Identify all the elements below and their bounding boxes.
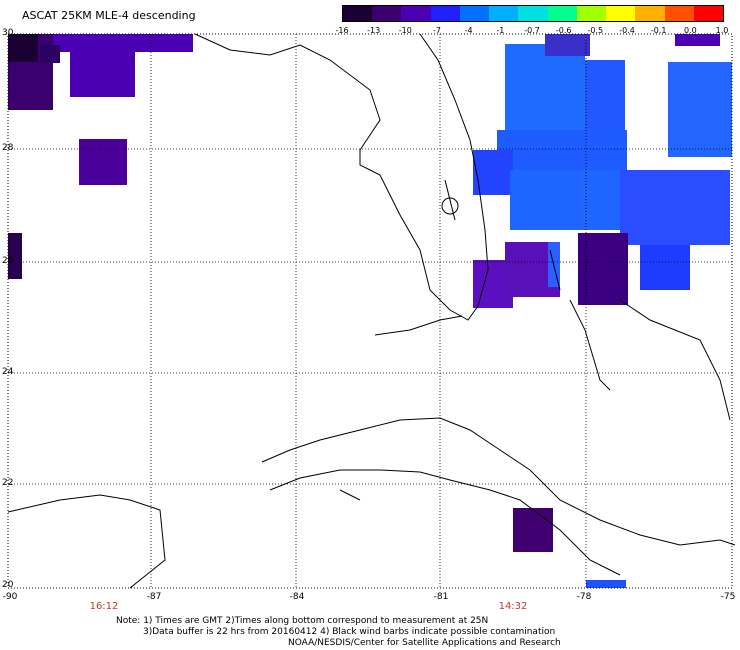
colorbar-swatch	[430, 6, 460, 21]
colorbar-swatch	[606, 6, 636, 21]
colorbar-label: -0.5	[587, 26, 604, 35]
lon-label-90: -90	[2, 592, 18, 602]
note-line-2: 3)Data buffer is 22 hrs from 20160412 4)…	[143, 627, 556, 637]
colorbar-label: 1.0	[715, 26, 729, 35]
colorbar-label: -0.4	[619, 26, 635, 35]
colorbar-swatch	[372, 6, 402, 21]
colorbar-labels: -16 -13 -10 -7 -4 -1 -0.7 -0.6 -0.5 -0.4 -0.1 0.0 1.…	[335, 26, 728, 38]
colorbar-swatch	[489, 6, 519, 21]
lon-label-87: -87	[146, 592, 162, 602]
lat-label-20: 20	[2, 580, 14, 590]
lon-label-78: -78	[576, 592, 592, 602]
notes-block: Note: 1) Times are GMT 2)Times along bot…	[116, 616, 561, 649]
colorbar-label: -16	[335, 26, 349, 35]
colorbar-swatch	[401, 6, 431, 21]
colorbar-label: -4	[464, 26, 473, 35]
map-title: ASCAT 25KM MLE-4 descending	[22, 9, 196, 22]
colorbar-swatch	[664, 6, 694, 21]
time-label-west: 16:12	[89, 601, 119, 612]
lon-label-81: -81	[433, 592, 449, 602]
colorbar-swatch	[459, 6, 490, 21]
colorbar-label: 0.0	[683, 26, 697, 35]
colorbar-label: -1	[496, 26, 505, 35]
lat-label-22: 22	[2, 478, 14, 488]
graticule	[8, 34, 732, 588]
colorbar-swatch	[576, 6, 607, 21]
colorbar-swatch	[547, 6, 577, 21]
colorbar-label: -0.1	[650, 26, 667, 35]
lat-label-24: 24	[2, 367, 14, 377]
swath-data	[8, 34, 732, 588]
colorbar-label: -7	[433, 26, 441, 35]
coastline	[7, 33, 736, 589]
colorbar-swatch	[635, 6, 665, 21]
lat-label-26: 26	[2, 256, 14, 266]
colorbar-swatch	[518, 6, 548, 21]
lat-label-28: 28	[2, 143, 14, 153]
colorbar	[342, 5, 724, 22]
lon-label-75: -75	[720, 592, 736, 602]
colorbar-swatch	[693, 6, 724, 21]
time-label-east: 14:32	[498, 601, 528, 612]
colorbar-label: -10	[398, 26, 412, 35]
note-line-1: Note: 1) Times are GMT 2)Times along bot…	[116, 616, 489, 626]
colorbar-swatch	[343, 6, 373, 21]
lon-label-84: -84	[289, 592, 305, 602]
colorbar-label: -0.7	[524, 26, 540, 35]
colorbar-label: -0.6	[555, 26, 572, 35]
lat-label-30: 30	[2, 28, 14, 38]
note-line-3: NOAA/NESDIS/Center for Satellite Applica…	[288, 638, 561, 648]
colorbar-label: -13	[367, 26, 381, 35]
